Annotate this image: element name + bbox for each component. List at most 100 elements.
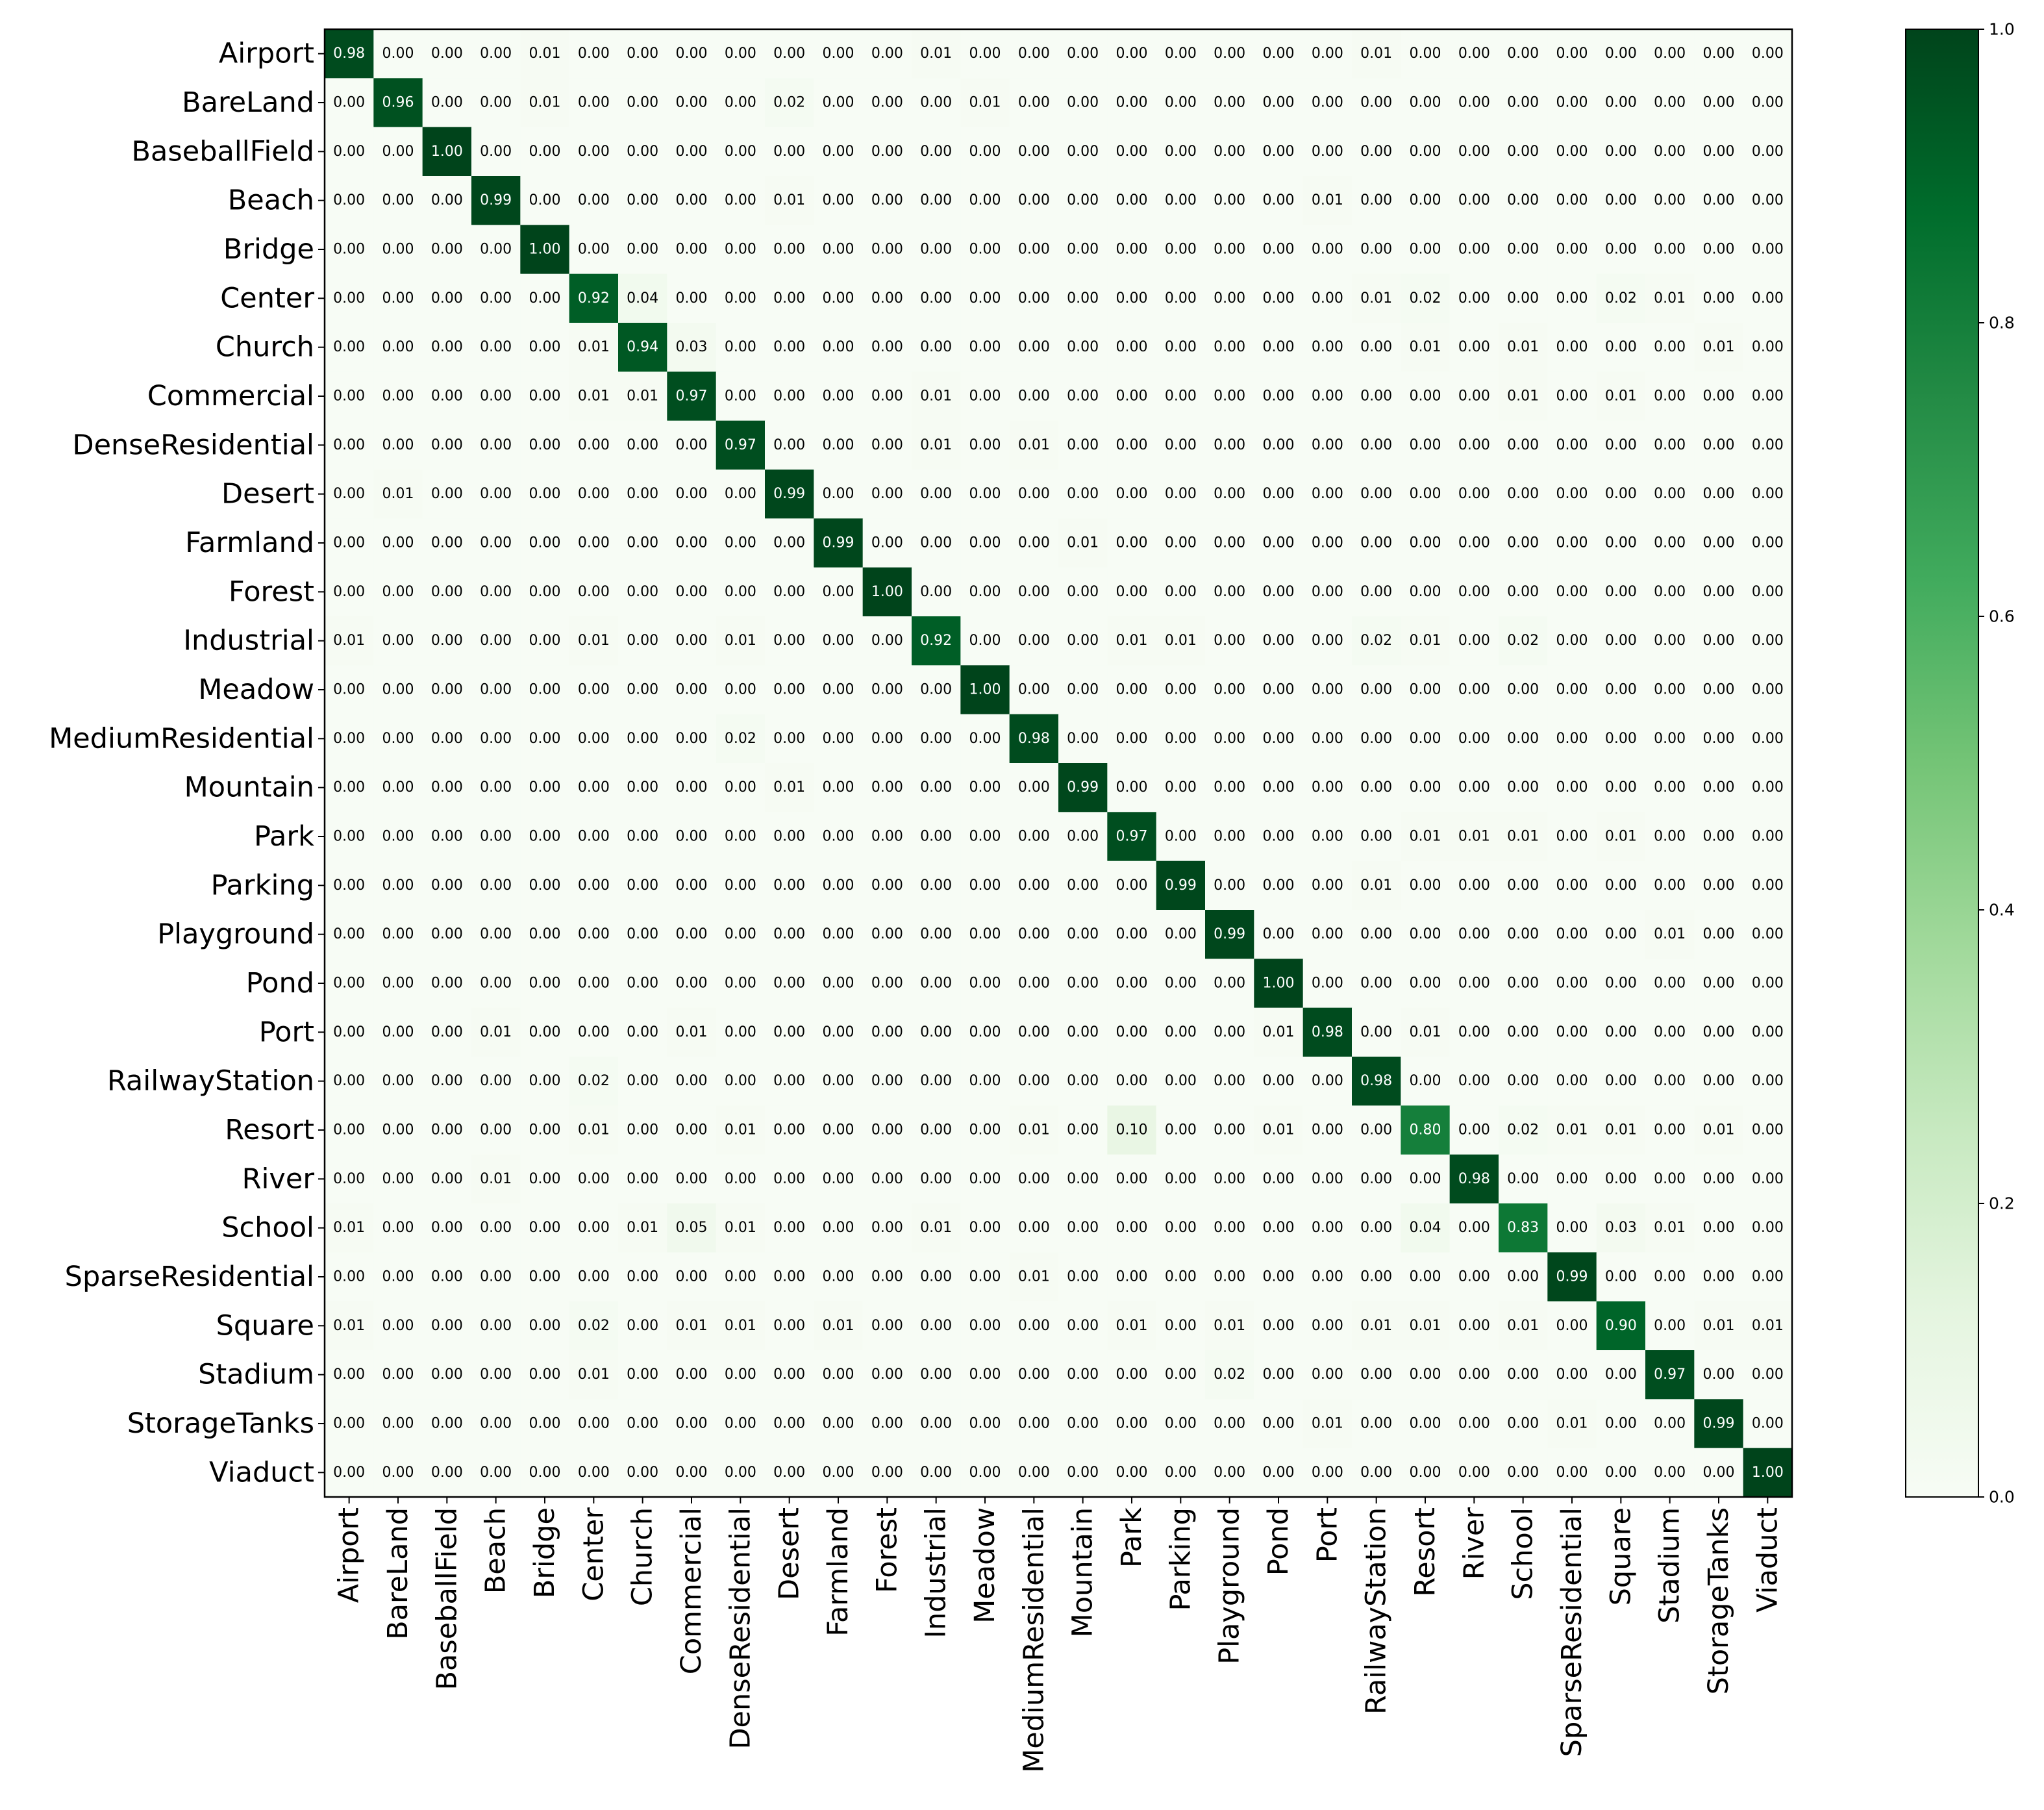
heatmap-cell	[1107, 1154, 1157, 1204]
cell-value-label: 0.00	[1703, 1220, 1735, 1236]
heatmap-cell	[716, 1007, 766, 1057]
heatmap-cell	[1302, 518, 1352, 568]
heatmap-cell	[422, 910, 472, 959]
heatmap-cell	[471, 273, 521, 323]
heatmap-cell	[1645, 567, 1695, 617]
cell-value-label: 0.98	[1360, 1073, 1392, 1089]
cell-value-label: 0.00	[1360, 486, 1392, 502]
cell-value-label: 0.00	[676, 779, 708, 796]
cell-value-label: 0.00	[1703, 1366, 1735, 1383]
heatmap-cell	[520, 1154, 570, 1204]
cell-value-label: 0.00	[529, 633, 561, 649]
cell-value-label: 0.00	[1214, 1024, 1245, 1040]
heatmap-cell	[1254, 665, 1304, 715]
heatmap-cell	[1058, 763, 1108, 812]
cell-value-label: 0.01	[1703, 1318, 1735, 1334]
cell-value-label: 0.00	[333, 339, 365, 355]
cell-value-label: 0.00	[1752, 1122, 1784, 1138]
heatmap-cell	[1107, 127, 1157, 177]
cell-value-label: 0.00	[773, 926, 805, 942]
heatmap-cell	[1009, 1399, 1059, 1449]
heatmap-cell	[1401, 1057, 1451, 1106]
heatmap-cell	[1058, 273, 1108, 323]
cell-value-label: 0.00	[1703, 584, 1735, 600]
heatmap-cell	[422, 616, 472, 666]
x-tick-label: Parking	[1164, 1507, 1197, 1611]
heatmap-cell	[862, 616, 912, 666]
cell-value-label: 0.01	[578, 339, 610, 355]
cell-value-label: 0.00	[1507, 95, 1539, 111]
cell-value-label: 0.00	[382, 1464, 414, 1481]
heatmap-cell	[1449, 1252, 1499, 1302]
cell-value-label: 0.00	[1360, 682, 1392, 698]
heatmap-cell	[912, 225, 961, 275]
cell-value-label: 0.00	[431, 535, 463, 551]
heatmap-cell	[814, 323, 864, 372]
cell-value-label: 0.01	[1312, 192, 1343, 208]
heatmap-cell	[716, 518, 766, 568]
cell-value-label: 0.01	[676, 1024, 708, 1040]
cell-value-label: 0.01	[1556, 1416, 1588, 1432]
x-tick-label: Resort	[1409, 1507, 1441, 1597]
cell-value-label: 0.00	[1018, 975, 1050, 992]
heatmap-cell	[1302, 861, 1352, 911]
cell-value-label: 0.00	[382, 682, 414, 698]
cell-value-label: 0.00	[676, 1073, 708, 1089]
heatmap-cell	[1107, 1448, 1157, 1498]
heatmap-cell	[1596, 812, 1646, 862]
cell-value-label: 0.00	[823, 339, 854, 355]
heatmap-cell	[1645, 1105, 1695, 1155]
heatmap-cell	[618, 1105, 667, 1155]
cell-value-label: 0.00	[823, 731, 854, 747]
cell-value-label: 0.00	[529, 1464, 561, 1481]
heatmap-cell	[325, 273, 374, 323]
cell-value-label: 0.00	[578, 1416, 610, 1432]
cell-value-label: 0.01	[1116, 1318, 1148, 1334]
cell-value-label: 0.00	[1752, 242, 1784, 258]
heatmap-cell	[862, 910, 912, 959]
heatmap-cell	[1009, 470, 1059, 519]
cell-value-label: 0.00	[1752, 437, 1784, 453]
heatmap-cell	[960, 518, 1010, 568]
heatmap-cell	[1499, 1105, 1548, 1155]
heatmap-cell	[1254, 1350, 1304, 1400]
cell-value-label: 0.00	[1214, 1073, 1245, 1089]
heatmap-cell	[1401, 812, 1451, 862]
heatmap-cell	[960, 1154, 1010, 1204]
cell-value-label: 0.00	[1752, 1416, 1784, 1432]
cell-value-label: 0.00	[1410, 926, 1441, 942]
heatmap-cell	[1107, 518, 1157, 568]
heatmap-cell	[1302, 1154, 1352, 1204]
heatmap-cell	[422, 1252, 472, 1302]
cell-value-label: 0.00	[773, 1171, 805, 1187]
cell-value-label: 0.00	[382, 877, 414, 894]
cell-value-label: 0.00	[431, 1171, 463, 1187]
heatmap-cell	[862, 1007, 912, 1057]
cell-value-label: 0.00	[1263, 1464, 1295, 1481]
heatmap-cell	[1401, 1105, 1451, 1155]
x-tick-label: Square	[1604, 1507, 1637, 1605]
cell-value-label: 0.01	[725, 1220, 756, 1236]
cell-value-label: 0.02	[1410, 290, 1441, 307]
heatmap-cell	[1645, 127, 1695, 177]
heatmap-cell	[1645, 1399, 1695, 1449]
cell-value-label: 0.00	[578, 192, 610, 208]
y-tick-label: Port	[259, 1016, 314, 1048]
cell-value-label: 0.00	[1067, 388, 1099, 405]
cell-value-label: 0.00	[1752, 877, 1784, 894]
heatmap-cell	[912, 1399, 961, 1449]
heatmap-cell	[716, 78, 766, 128]
cell-value-label: 0.00	[480, 535, 512, 551]
heatmap-cell	[960, 1057, 1010, 1106]
x-tick-label: River	[1458, 1507, 1490, 1580]
heatmap-cell	[1107, 910, 1157, 959]
heatmap-cell	[1743, 371, 1793, 421]
cell-value-label: 0.01	[1360, 877, 1392, 894]
cell-value-label: 0.01	[1410, 1318, 1441, 1334]
heatmap-cell	[569, 861, 619, 911]
cell-value-label: 0.00	[1067, 926, 1099, 942]
cell-value-label: 0.00	[773, 975, 805, 992]
heatmap-cell	[912, 861, 961, 911]
heatmap-cell	[1156, 861, 1206, 911]
cell-value-label: 0.00	[431, 926, 463, 942]
